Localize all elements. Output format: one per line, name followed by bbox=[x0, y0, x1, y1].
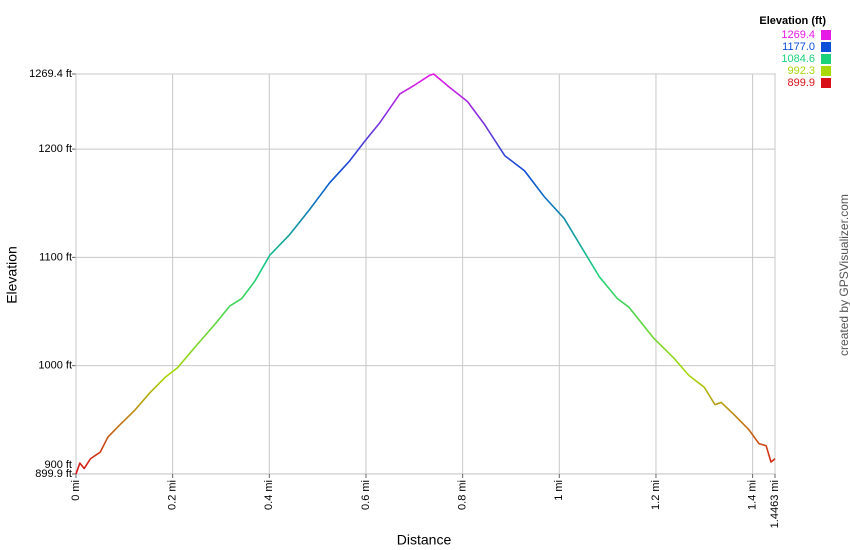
legend-swatch bbox=[821, 54, 831, 64]
x-axis-title: Distance bbox=[397, 532, 452, 548]
legend-label: 1084.6 bbox=[781, 53, 815, 65]
x-tick-label: 0.4 mi bbox=[263, 480, 275, 510]
y-tick-label: 1100 ft bbox=[39, 251, 72, 263]
x-tick-label: 1.4 mi bbox=[747, 480, 759, 510]
legend-swatch bbox=[821, 30, 831, 40]
y-tick-label: 899.9 ft bbox=[35, 468, 72, 480]
legend-label: 1177.0 bbox=[782, 41, 815, 53]
y-tick-label: 1000 ft bbox=[38, 360, 72, 372]
y-tick-label: 900 ft bbox=[44, 459, 72, 471]
legend-label: 992.3 bbox=[787, 65, 815, 77]
x-tick-label: 1.2 mi bbox=[650, 480, 662, 510]
credit: created by GPSVisualizer.com bbox=[837, 194, 850, 356]
x-tick-label: 1 mi bbox=[553, 480, 565, 501]
plot-area bbox=[75, 73, 776, 475]
x-tick-label: 1.4463 mi bbox=[769, 480, 781, 528]
elevation-line bbox=[75, 73, 776, 475]
x-tick-label: 0 mi bbox=[70, 480, 82, 501]
legend-swatch bbox=[821, 78, 831, 88]
y-axis-title: Elevation bbox=[4, 246, 20, 304]
x-tick-label: 0.6 mi bbox=[360, 480, 372, 510]
y-tick-label: 1200 ft bbox=[38, 143, 72, 155]
legend-title: Elevation (ft) bbox=[759, 15, 826, 27]
legend-swatch bbox=[821, 66, 831, 76]
x-tick-label: 0.8 mi bbox=[457, 480, 469, 510]
y-tick-label: 1269.4 ft bbox=[29, 68, 72, 80]
x-tick-label: 0.2 mi bbox=[167, 480, 179, 510]
legend-label: 899.9 bbox=[787, 77, 815, 89]
legend-swatch bbox=[821, 42, 831, 52]
legend-label: 1269.4 bbox=[781, 29, 815, 41]
